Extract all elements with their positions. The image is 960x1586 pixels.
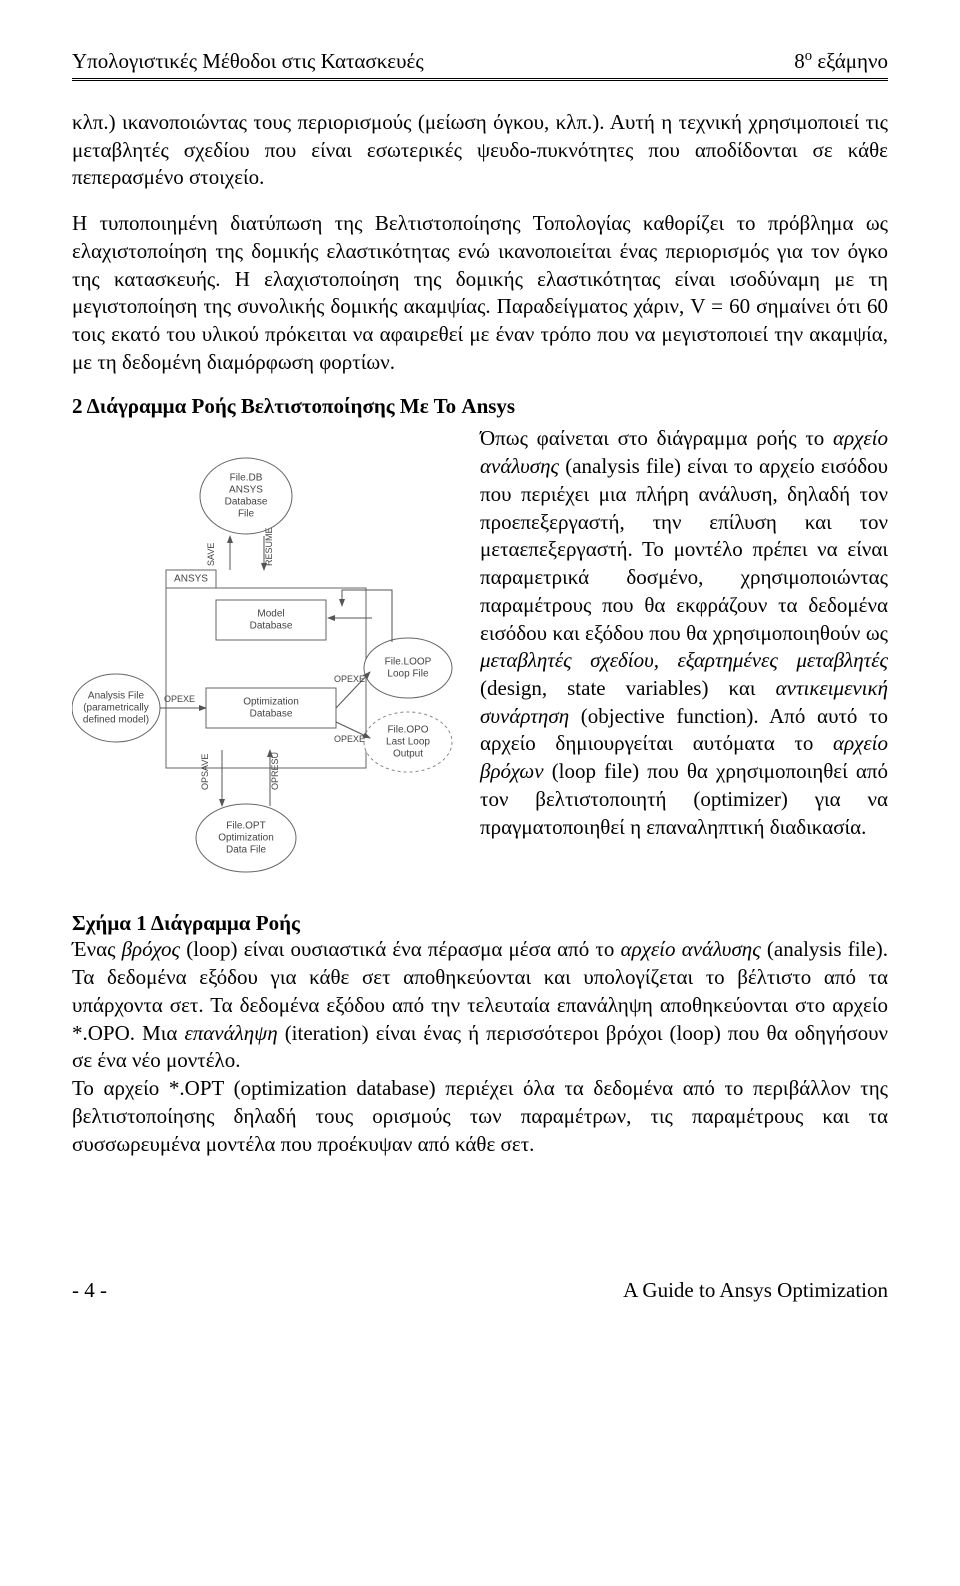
svg-text:Optimization: Optimization — [218, 833, 274, 844]
sem-sup: ο — [805, 48, 812, 64]
svg-text:SAVE: SAVE — [206, 543, 216, 566]
flow-diagram: File.DBANSYSDatabaseFileANSYSModelDataba… — [72, 425, 462, 905]
flow-diagram-container: File.DBANSYSDatabaseFileANSYSModelDataba… — [72, 425, 462, 936]
svg-text:ANSYS: ANSYS — [229, 485, 263, 496]
svg-text:Optimization: Optimization — [243, 697, 299, 708]
svg-text:Model: Model — [257, 609, 284, 620]
svg-text:OPEXE: OPEXE — [334, 734, 365, 744]
section-2-body: File.DBANSYSDatabaseFileANSYSModelDataba… — [72, 425, 888, 841]
svg-text:defined model): defined model) — [83, 715, 149, 726]
svg-text:RESUME: RESUME — [264, 528, 274, 567]
svg-text:File.OPT: File.OPT — [226, 821, 265, 832]
svg-text:OPRESU: OPRESU — [270, 752, 280, 790]
svg-text:File.LOOP: File.LOOP — [385, 657, 432, 668]
paragraph-2: Η τυποποιημένη διατύπωση της Βελτιστοποί… — [72, 210, 888, 376]
figure-1-caption: Σχήμα 1 Διάγραμμα Ροής — [72, 911, 462, 936]
svg-text:OPEXE: OPEXE — [164, 694, 195, 704]
svg-text:Last Loop: Last Loop — [386, 737, 430, 748]
svg-text:Data File: Data File — [226, 845, 266, 856]
header-course: Υπολογιστικές Μέθοδοι στις Κατασκευές — [72, 49, 424, 74]
sem-num: 8 — [794, 49, 805, 73]
svg-text:Analysis File: Analysis File — [88, 691, 145, 702]
section-2-after-text: Ένας βρόχος (loop) είναι ουσιαστικά ένα … — [72, 936, 888, 1158]
svg-text:File.OPO: File.OPO — [387, 725, 428, 736]
section-2-title: 2 Διάγραμμα Ροής Βελτιστοποίησης Με Το A… — [72, 394, 888, 419]
svg-text:OPEXE: OPEXE — [334, 674, 365, 684]
page-footer: - 4 - A Guide to Ansys Optimization — [72, 1278, 888, 1303]
svg-text:Database: Database — [250, 621, 293, 632]
sem-suffix: εξάμηνο — [812, 49, 888, 73]
svg-text:ANSYS: ANSYS — [174, 574, 208, 585]
footer-title: A Guide to Ansys Optimization — [623, 1278, 888, 1303]
svg-text:Database: Database — [250, 709, 293, 720]
svg-text:Database: Database — [225, 497, 268, 508]
svg-text:File.DB: File.DB — [230, 473, 263, 484]
page-header: Υπολογιστικές Μέθοδοι στις Κατασκευές 8ο… — [72, 48, 888, 81]
footer-page-num: - 4 - — [72, 1278, 107, 1303]
svg-text:File: File — [238, 509, 255, 520]
svg-text:Output: Output — [393, 749, 423, 760]
svg-text:Loop File: Loop File — [387, 669, 429, 680]
header-semester: 8ο εξάμηνο — [794, 48, 888, 74]
svg-text:(parametrically: (parametrically — [83, 703, 149, 714]
svg-text:OPSAVE: OPSAVE — [200, 754, 210, 790]
paragraph-1: κλπ.) ικανοποιώντας τους περιορισμούς (μ… — [72, 109, 888, 192]
